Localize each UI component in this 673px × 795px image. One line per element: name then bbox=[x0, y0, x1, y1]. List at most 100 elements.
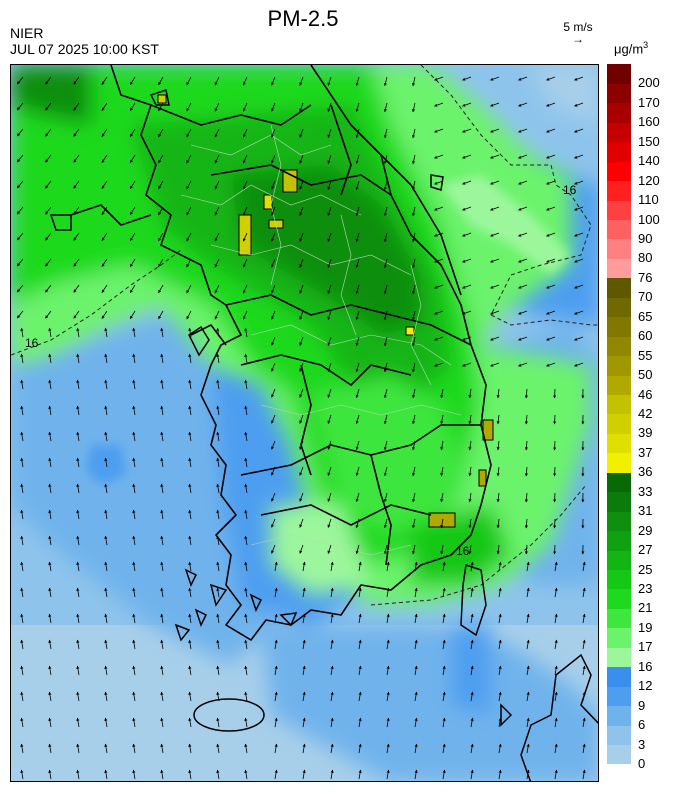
wind-arrow bbox=[45, 232, 52, 241]
wind-arrow bbox=[440, 388, 444, 399]
wind-arrow bbox=[76, 457, 80, 468]
wind-arrow bbox=[45, 258, 52, 267]
wind-arrow bbox=[470, 691, 474, 702]
wind-arrow bbox=[299, 128, 304, 138]
wind-arrow bbox=[160, 483, 164, 494]
wind-arrow bbox=[545, 258, 556, 263]
wind-arrow bbox=[271, 76, 276, 86]
wind-arrow bbox=[271, 310, 276, 320]
wind-arrow bbox=[383, 310, 388, 321]
wind-arrow bbox=[188, 639, 192, 650]
wind-arrow bbox=[76, 665, 80, 676]
wind-arrow bbox=[545, 206, 556, 211]
wind-arrow bbox=[216, 327, 220, 338]
wind-arrow bbox=[545, 180, 556, 185]
wind-arrow bbox=[330, 613, 334, 624]
wind-arrow bbox=[132, 613, 136, 624]
wind-arrow bbox=[573, 232, 584, 237]
wind-arrow bbox=[470, 613, 474, 624]
wind-arrow bbox=[214, 102, 220, 112]
wind-arrow bbox=[132, 743, 136, 754]
wind-arrow bbox=[186, 128, 192, 138]
wind-arrow bbox=[330, 717, 334, 728]
wind-arrow bbox=[104, 457, 108, 468]
wind-arrow bbox=[412, 258, 416, 269]
wind-arrow bbox=[553, 466, 557, 477]
wind-arrow bbox=[496, 388, 500, 399]
wind-arrow bbox=[414, 769, 418, 780]
wind-arrow bbox=[442, 613, 446, 624]
wind-arrow bbox=[412, 362, 416, 373]
wind-arrow bbox=[101, 258, 108, 267]
wind-arrow bbox=[188, 743, 192, 754]
wind-arrow bbox=[16, 128, 24, 137]
wind-arrow bbox=[129, 102, 136, 112]
wind-arrow bbox=[461, 284, 472, 289]
wind-arrow bbox=[188, 587, 192, 598]
wind-arrow bbox=[48, 613, 52, 624]
pm25-map: 16 16 16 bbox=[10, 64, 599, 782]
wind-arrow bbox=[20, 613, 24, 624]
wind-arrow bbox=[498, 743, 502, 754]
wind-arrow bbox=[442, 691, 446, 702]
wind-arrow bbox=[554, 587, 558, 598]
wind-arrow bbox=[498, 639, 502, 650]
coastline bbox=[70, 65, 492, 641]
wind-arrow bbox=[489, 284, 500, 289]
wind-arrow bbox=[468, 544, 472, 555]
wind-arrow bbox=[104, 353, 108, 364]
wind-arrow bbox=[582, 743, 586, 754]
legend-label: 25 bbox=[638, 561, 653, 577]
wind-arrow bbox=[101, 180, 108, 189]
wind-arrow bbox=[299, 206, 304, 216]
contour-16 bbox=[11, 65, 598, 606]
wind-arrow bbox=[129, 310, 136, 320]
legend-swatch bbox=[607, 258, 631, 279]
wind-arrow bbox=[433, 258, 444, 263]
legend-label: 29 bbox=[638, 522, 653, 538]
wind-arrow bbox=[327, 492, 332, 503]
wind-arrow bbox=[554, 665, 558, 676]
wind-arrow bbox=[214, 284, 220, 294]
wind-arrow bbox=[188, 457, 192, 468]
wind-arrow bbox=[461, 206, 472, 211]
wind-arrow bbox=[160, 691, 164, 702]
wind-arrow bbox=[160, 457, 164, 468]
islands bbox=[49, 89, 598, 781]
legend-swatch bbox=[607, 297, 631, 318]
wind-arrow bbox=[188, 483, 192, 494]
wind-arrow bbox=[188, 431, 192, 442]
legend-swatch bbox=[607, 647, 631, 668]
wind-arrow bbox=[517, 180, 528, 185]
wind-arrow bbox=[433, 206, 444, 211]
wind-arrow bbox=[158, 232, 164, 242]
wind-arrow bbox=[16, 258, 24, 267]
wind-arrow bbox=[104, 431, 108, 442]
green-zones bbox=[11, 65, 591, 605]
wind-arrow bbox=[412, 544, 416, 555]
wind-arrow bbox=[433, 76, 444, 81]
legend-swatch bbox=[607, 589, 631, 609]
wind-arrow bbox=[158, 206, 164, 216]
legend-swatch bbox=[607, 394, 631, 415]
wind-arrow bbox=[20, 769, 24, 780]
wind-arrow bbox=[160, 327, 164, 338]
wind-arrow bbox=[573, 310, 584, 315]
wind-scale-label: 5 m/s bbox=[563, 20, 593, 34]
wind-arrow bbox=[412, 336, 416, 347]
wind-arrow bbox=[242, 232, 248, 242]
wind-arrow bbox=[242, 310, 248, 320]
wind-arrow bbox=[73, 128, 80, 137]
wind-arrow bbox=[327, 336, 332, 347]
legend-label: 90 bbox=[638, 231, 653, 246]
wind-arrow bbox=[271, 492, 276, 502]
wind-arrow bbox=[358, 613, 362, 624]
wind-arrow bbox=[498, 769, 502, 780]
wind-arrow bbox=[132, 379, 136, 390]
wind-arrow bbox=[489, 232, 500, 237]
wind-arrow bbox=[214, 258, 220, 268]
wind-arrow bbox=[414, 691, 418, 702]
wind-arrow bbox=[45, 102, 52, 111]
wind-arrow bbox=[186, 232, 192, 242]
wind-arrow bbox=[327, 206, 332, 217]
